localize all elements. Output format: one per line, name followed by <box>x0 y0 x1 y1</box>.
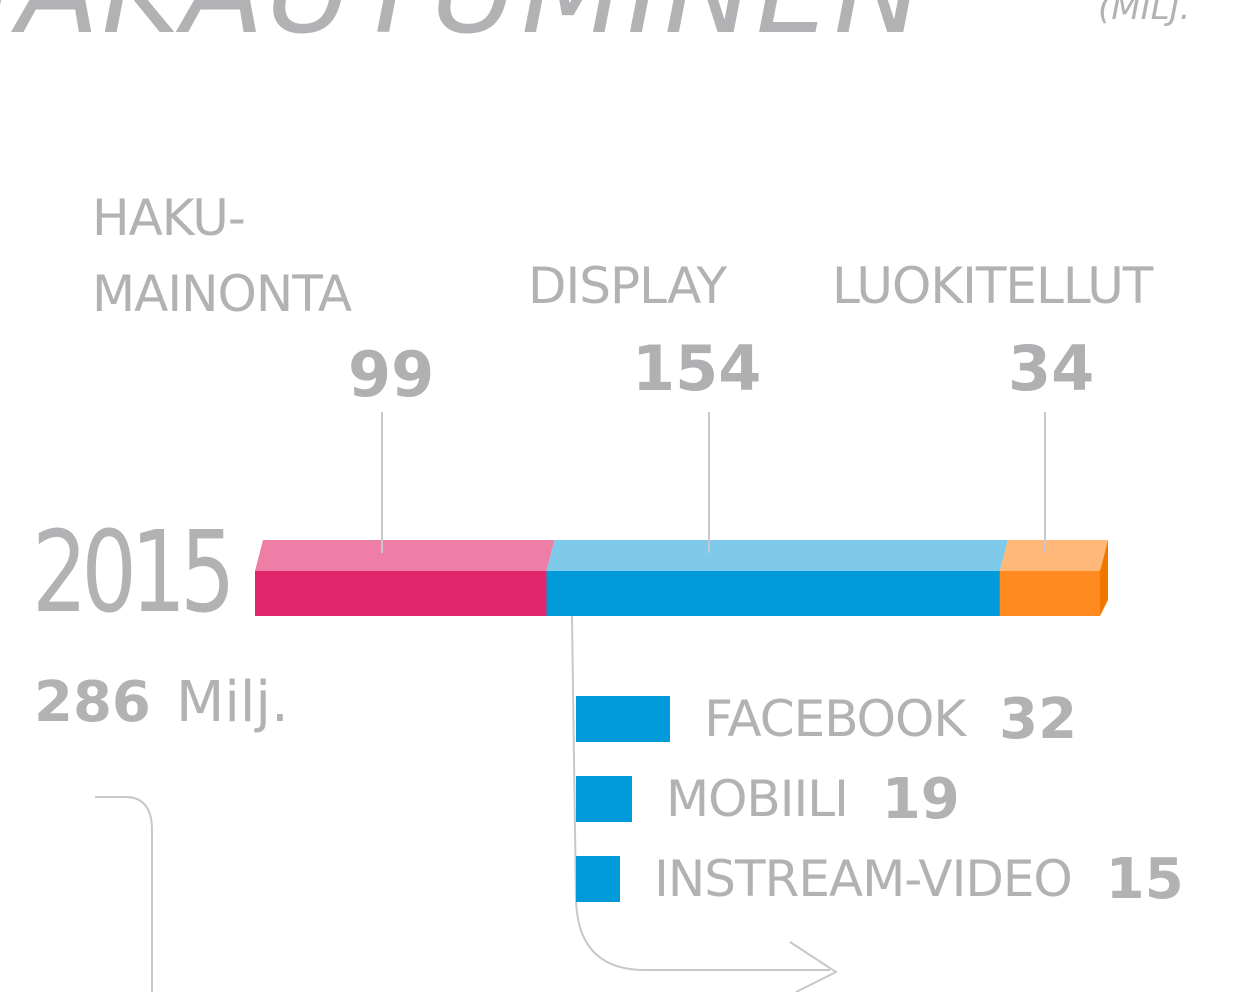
bar-top <box>546 540 1008 571</box>
breakdown-label: MOBIILI <box>665 770 849 828</box>
segment-value: 34 <box>1008 332 1095 405</box>
segment-label: HAKU-MAINONTA <box>92 189 352 323</box>
total-unit: Milj. <box>176 670 289 735</box>
bar-top <box>255 540 555 571</box>
segment-label: LUOKITELLUT <box>832 257 1153 315</box>
breakdown-label: INSTREAM-VIDEO <box>654 850 1073 908</box>
year: 2015 <box>32 508 236 638</box>
title-unit: (MILJ. <box>1098 0 1191 28</box>
breakdown-bar <box>576 696 671 742</box>
total: 286 <box>34 670 151 735</box>
breakdown-row: INSTREAM-VIDEO 15 <box>576 847 1184 912</box>
breakdown-bar <box>576 856 621 902</box>
bar-side <box>1100 540 1108 616</box>
breakdown-bar <box>576 776 632 822</box>
bar <box>999 571 1100 616</box>
breakdown-value: 19 <box>881 766 960 832</box>
breakdown-value: 15 <box>1105 846 1184 912</box>
arrow-head <box>789 941 839 992</box>
segment-label: DISPLAY <box>528 257 727 315</box>
bar <box>546 571 1000 616</box>
breakdown-value: 32 <box>999 686 1078 752</box>
segment-value: 99 <box>348 338 435 411</box>
breakdown-label: FACEBOOK <box>704 690 966 748</box>
bracket <box>95 796 153 992</box>
breakdown-row: FACEBOOK 32 <box>576 687 1077 752</box>
title: JAKAUTUMINEN <box>0 0 926 61</box>
bar <box>255 571 547 616</box>
breakdown-row: MOBIILI 19 <box>576 767 960 832</box>
bar-top <box>999 540 1108 571</box>
segment-value: 154 <box>632 332 762 405</box>
connector <box>571 615 830 971</box>
